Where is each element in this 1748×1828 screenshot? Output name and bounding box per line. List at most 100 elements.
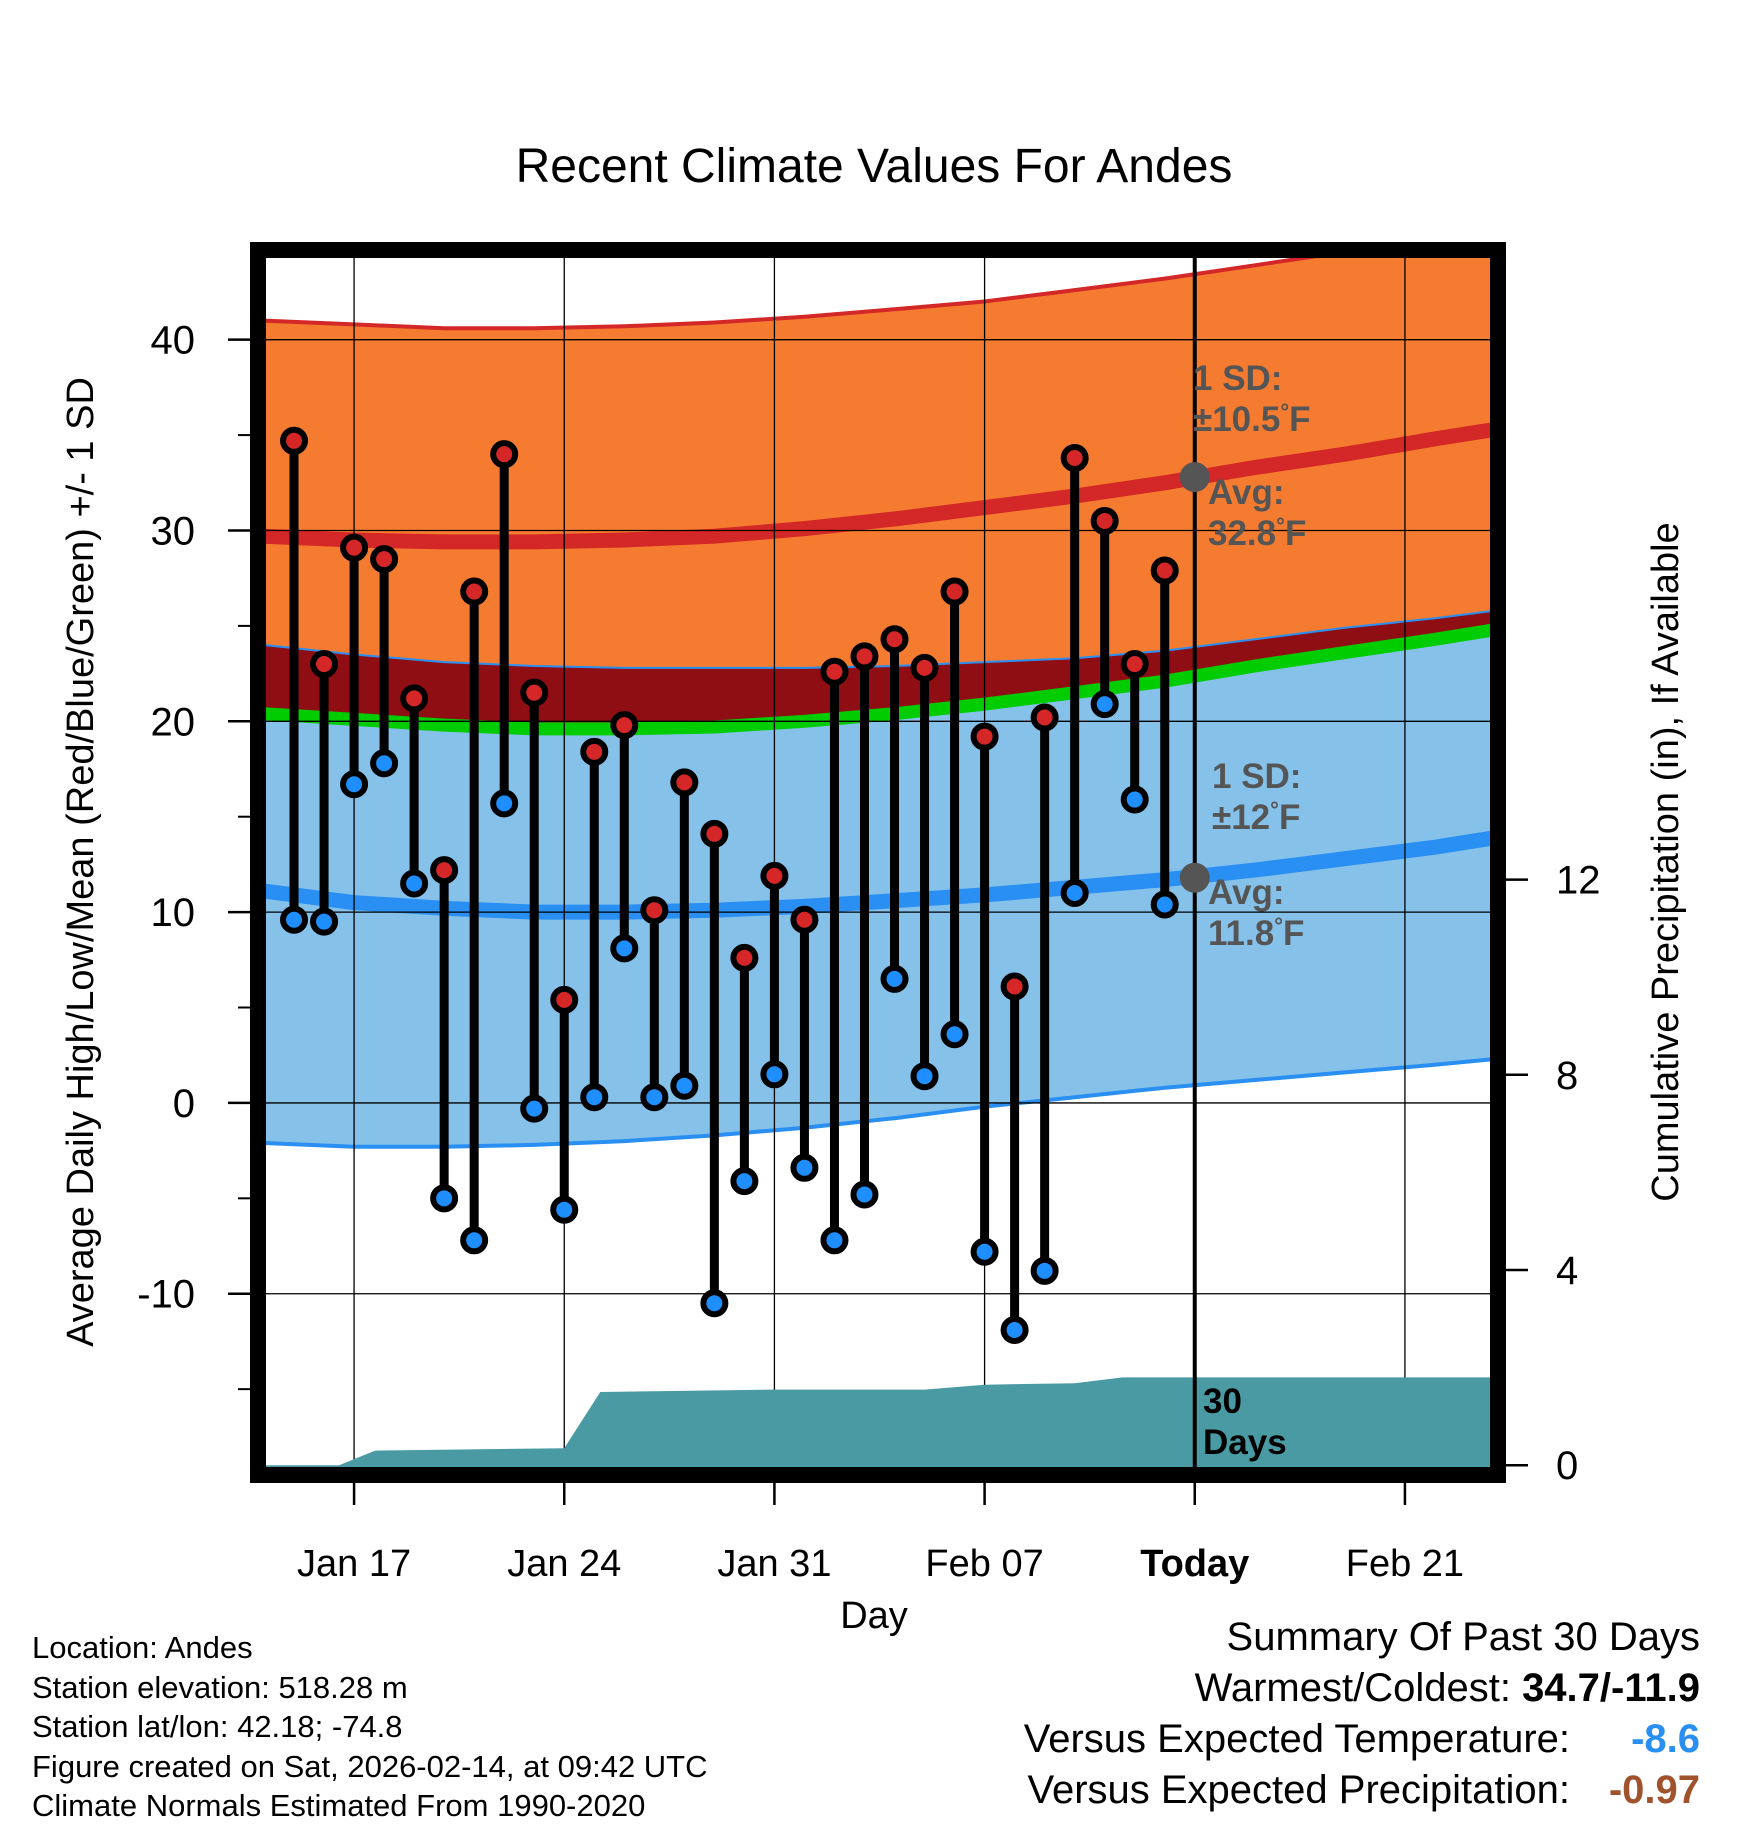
x-tick-label: Feb 07 bbox=[925, 1543, 1043, 1585]
daily-high-point bbox=[400, 684, 429, 713]
high-avg-value: 32.8°F bbox=[1208, 513, 1306, 553]
low-sd-value-unit: F bbox=[1279, 798, 1300, 837]
window-days-label: Days bbox=[1203, 1423, 1287, 1462]
y-tick-label: -10 bbox=[137, 1273, 195, 1317]
latlon-text: Station lat/lon: 42.18; -74.8 bbox=[32, 1709, 403, 1744]
low-sd-value-degree: ° bbox=[1270, 797, 1279, 822]
temp-diff-label: Versus Expected Temperature: bbox=[1023, 1717, 1570, 1761]
high-sd-band bbox=[264, 250, 1495, 668]
daily-high-point bbox=[1000, 972, 1029, 1001]
avg-high-line bbox=[263, 421, 1497, 550]
x-tick-label: Feb 21 bbox=[1346, 1543, 1464, 1585]
temp-diff-value: -8.6 bbox=[1631, 1717, 1700, 1761]
daily-high-point bbox=[730, 943, 759, 972]
x-tick-label: Jan 24 bbox=[507, 1543, 621, 1585]
daily-low-point bbox=[1060, 879, 1089, 908]
daily-high-point bbox=[850, 642, 879, 671]
high-avg-value-degree: ° bbox=[1276, 513, 1285, 538]
daily-low-point bbox=[940, 1020, 969, 1049]
high-sd-value-unit: F bbox=[1289, 400, 1310, 439]
daily-high-point bbox=[610, 711, 639, 740]
daily-high-point bbox=[1120, 650, 1149, 679]
daily-high-point bbox=[550, 985, 579, 1014]
daily-low-point bbox=[400, 869, 429, 898]
daily-high-point bbox=[760, 861, 789, 890]
precip-diff-value: -0.97 bbox=[1608, 1768, 1700, 1812]
daily-high-point bbox=[430, 856, 459, 885]
daily-high-point bbox=[820, 657, 849, 686]
today-avg-low-dot bbox=[1179, 862, 1210, 893]
y-tick-label: 40 bbox=[151, 319, 196, 363]
daily-high-point bbox=[520, 678, 549, 707]
warm-cold-row: Warmest/Coldest: 34.7/-11.9 bbox=[1024, 1663, 1700, 1714]
daily-high-point bbox=[910, 653, 939, 682]
daily-high-point bbox=[580, 737, 609, 766]
y-right-tick-label: 8 bbox=[1556, 1054, 1578, 1098]
daily-low-point bbox=[850, 1180, 879, 1209]
high-sd-value-degree: ° bbox=[1280, 399, 1289, 424]
y-axis-label-left: Average Daily High/Low/Mean (Red/Blue/Gr… bbox=[60, 377, 102, 1347]
precip-diff-row: Versus Expected Precipitation: -0.97 bbox=[1024, 1765, 1700, 1816]
daily-high-point bbox=[1060, 443, 1089, 472]
daily-low-point bbox=[790, 1153, 819, 1182]
daily-high-point bbox=[310, 650, 339, 679]
daily-high-point bbox=[1090, 506, 1119, 535]
x-axis-label: Day bbox=[840, 1595, 908, 1637]
daily-high-point bbox=[670, 768, 699, 797]
daily-low-point bbox=[730, 1167, 759, 1196]
daily-low-point bbox=[580, 1083, 609, 1112]
daily-low-point bbox=[1000, 1315, 1029, 1344]
high-avg-value-unit: F bbox=[1285, 514, 1306, 553]
daily-low-point bbox=[520, 1094, 549, 1123]
low-avg-value-unit: F bbox=[1283, 914, 1304, 953]
y-tick-label: 30 bbox=[151, 509, 196, 553]
summary-title: Summary Of Past 30 Days bbox=[1226, 1615, 1700, 1659]
low-sd-value: ±12°F bbox=[1212, 797, 1300, 837]
today-avg-high-dot bbox=[1179, 462, 1210, 493]
daily-low-point bbox=[460, 1226, 489, 1255]
upper-normal-band bbox=[264, 610, 1495, 729]
y-axis-label-right: Cumulative Precipitation (in), If Availa… bbox=[1645, 522, 1687, 1201]
daily-low-point bbox=[910, 1062, 939, 1091]
daily-low-point bbox=[700, 1289, 729, 1318]
daily-low-point bbox=[820, 1226, 849, 1255]
daily-low-point bbox=[1150, 890, 1179, 919]
daily-low-point bbox=[310, 907, 339, 936]
daily-high-point bbox=[970, 722, 999, 751]
created-text: Figure created on Sat, 2026-02-14, at 09… bbox=[32, 1748, 708, 1784]
precip-cumulative-area bbox=[264, 1377, 1495, 1475]
daily-low-point bbox=[490, 789, 519, 818]
high-sd-label: 1 SD: bbox=[1193, 359, 1282, 398]
daily-low-point bbox=[760, 1060, 789, 1089]
x-tick-label: Jan 31 bbox=[717, 1543, 831, 1585]
high-sd-value: ±10.5°F bbox=[1193, 399, 1311, 439]
daily-high-point bbox=[490, 440, 519, 469]
elevation-text: Station elevation: 518.28 m bbox=[32, 1669, 408, 1705]
temp-diff-row: Versus Expected Temperature: -8.6 bbox=[1024, 1714, 1700, 1765]
daily-high-point bbox=[640, 896, 669, 925]
high-avg-label: Avg: bbox=[1208, 473, 1284, 512]
daily-high-point bbox=[940, 577, 969, 606]
daily-low-point bbox=[880, 964, 909, 993]
location-text: Location: Andes bbox=[32, 1630, 253, 1665]
daily-low-point bbox=[340, 770, 369, 799]
x-tick-label-today: Today bbox=[1140, 1543, 1249, 1585]
low-avg-value: 11.8°F bbox=[1208, 913, 1304, 953]
y-tick-label: 10 bbox=[151, 891, 196, 935]
normals-text: Climate Normals Estimated From 1990-2020 bbox=[32, 1788, 646, 1823]
daily-high-point bbox=[790, 905, 819, 934]
daily-high-point bbox=[340, 533, 369, 562]
y-right-tick-label: 12 bbox=[1556, 859, 1601, 903]
daily-low-point bbox=[670, 1071, 699, 1100]
y-tick-label: 20 bbox=[151, 700, 196, 744]
daily-high-point bbox=[700, 819, 729, 848]
daily-low-point bbox=[1090, 690, 1119, 719]
daily-low-point bbox=[1030, 1256, 1059, 1285]
daily-high-point bbox=[460, 577, 489, 606]
daily-low-point bbox=[610, 934, 639, 963]
plot-frame bbox=[250, 242, 1506, 1483]
daily-low-point bbox=[430, 1184, 459, 1213]
daily-low-point bbox=[970, 1237, 999, 1266]
daily-high-point bbox=[280, 426, 309, 455]
